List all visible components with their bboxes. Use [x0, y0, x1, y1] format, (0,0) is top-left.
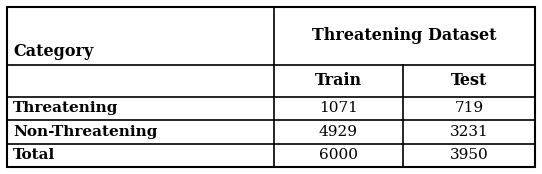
Text: 3231: 3231 [450, 125, 489, 139]
Text: 6000: 6000 [319, 148, 358, 162]
Text: Category: Category [13, 43, 93, 60]
Text: Threatening Dataset: Threatening Dataset [312, 27, 497, 44]
Text: 3950: 3950 [450, 148, 489, 162]
Text: 4929: 4929 [319, 125, 358, 139]
Text: Test: Test [451, 72, 488, 89]
Text: 719: 719 [455, 101, 484, 115]
Text: Non-Threatening: Non-Threatening [13, 125, 157, 139]
Text: Threatening: Threatening [13, 101, 118, 115]
Text: Train: Train [315, 72, 362, 89]
Text: Total: Total [13, 148, 55, 162]
Text: 1071: 1071 [319, 101, 358, 115]
